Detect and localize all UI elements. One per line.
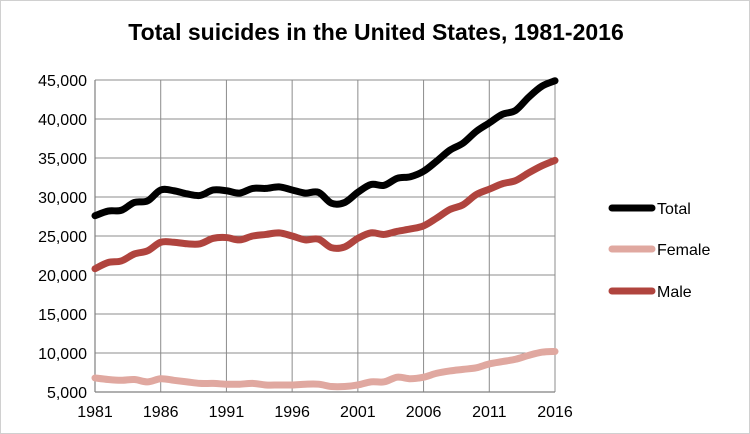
y-tick-label: 10,000 (38, 346, 87, 363)
x-tick-label: 1981 (77, 404, 113, 421)
y-tick-label: 35,000 (38, 151, 87, 168)
y-tick-label: 15,000 (38, 307, 87, 324)
x-tick-label: 1986 (143, 404, 179, 421)
tick-labels: 5,000 10,000 15,000 20,000 25,000 30,000 35,00… (38, 73, 573, 421)
y-tick-label: 20,000 (38, 268, 87, 285)
y-tick-label: 45,000 (38, 73, 87, 90)
legend-label-total: Total (657, 201, 691, 218)
x-tick-label: 1996 (274, 404, 310, 421)
x-tick-label: 2006 (406, 404, 442, 421)
series-lines (91, 77, 559, 391)
y-tick-label: 40,000 (38, 112, 87, 129)
legend-label-male: Male (657, 284, 692, 301)
legend-label-female: Female (657, 242, 710, 259)
chart-title: Total suicides in the United States, 198… (128, 19, 624, 45)
series-line-male (91, 156, 559, 273)
x-tick-label: 2011 (472, 404, 507, 421)
axes (94, 80, 555, 393)
legend: Total Female Male (608, 201, 710, 301)
series-line-total (91, 77, 559, 220)
x-tick-label: 2016 (537, 404, 573, 421)
y-tick-label: 25,000 (38, 229, 87, 246)
y-tick-label: 30,000 (38, 190, 87, 207)
series-line-female (91, 347, 559, 391)
grid-lines (95, 79, 556, 392)
y-tick-label: 5,000 (47, 385, 87, 402)
x-tick-label: 2001 (340, 404, 376, 421)
x-tick-label: 1991 (209, 404, 245, 421)
